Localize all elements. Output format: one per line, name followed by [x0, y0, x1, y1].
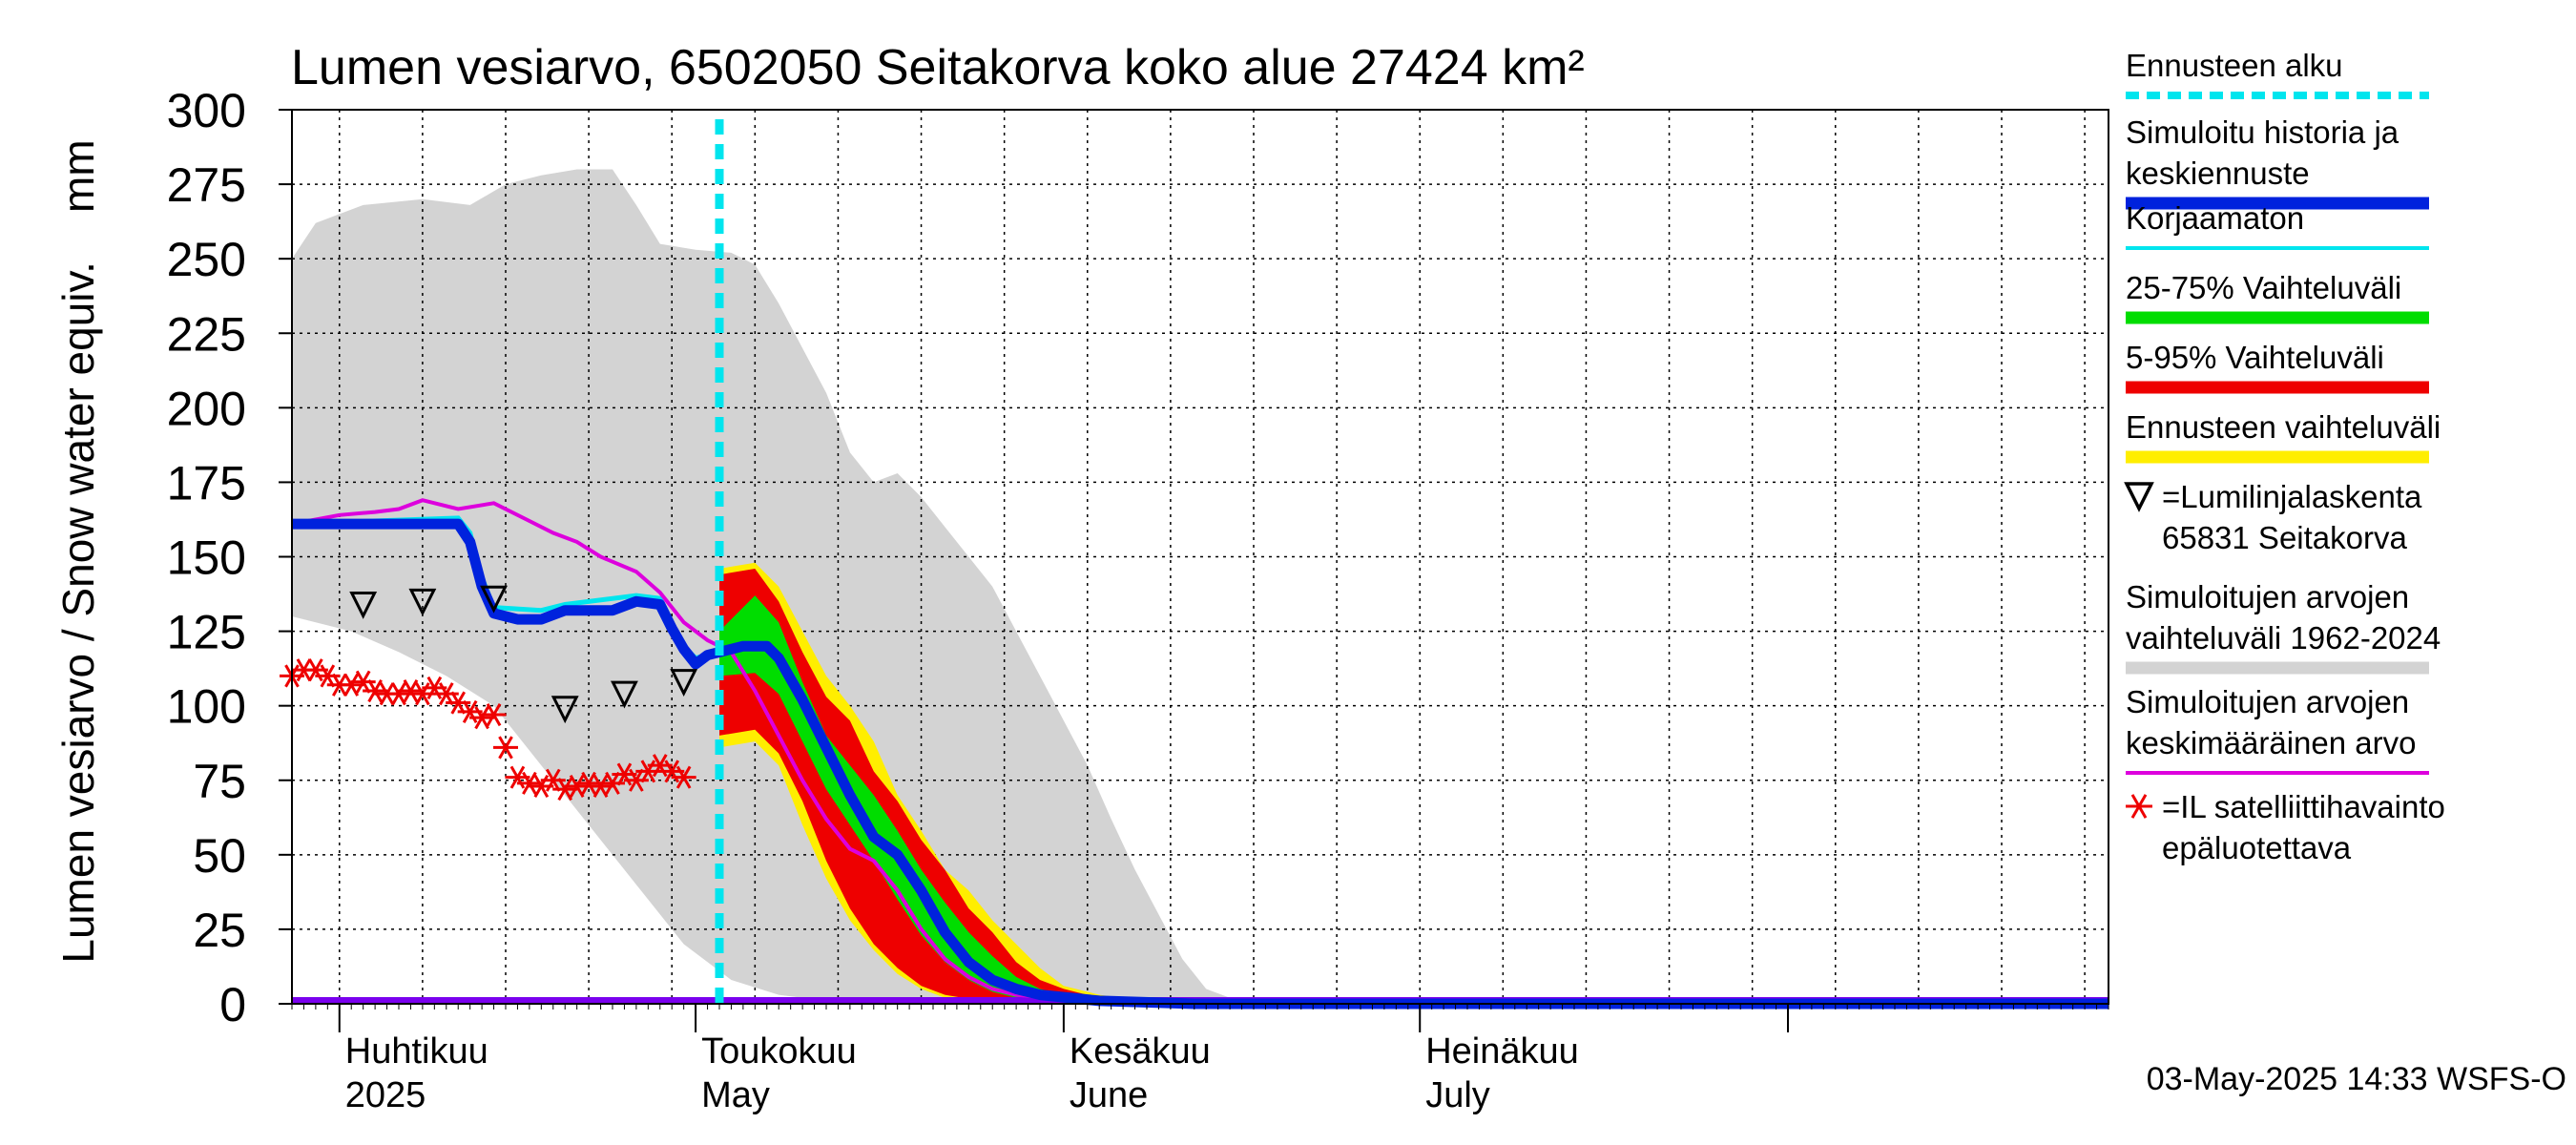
x-month-label-fi: Huhtikuu: [345, 1031, 488, 1072]
satellite-marker-stroke: [320, 664, 336, 688]
y-axis: 0 25 50 75 100 125 150 175 200 225 250 275 300: [167, 84, 292, 1031]
legend-label: Ennusteen alku: [2126, 48, 2343, 83]
chart-title: Lumen vesiarvo, 6502050 Seitakorva koko …: [291, 40, 1585, 95]
x-month-label-en: May: [701, 1075, 770, 1115]
satellite-marker-stroke: [581, 771, 596, 795]
snow-course-marker: [670, 669, 698, 697]
satellite-marker-stroke: [486, 702, 502, 727]
legend-label: epäluotettava: [2162, 830, 2352, 865]
legend-snow-course-icon: [2124, 482, 2154, 512]
satellite-marker: [588, 774, 613, 799]
satellite-marker-stroke: [438, 682, 454, 706]
satellite-marker-stroke: [509, 765, 526, 789]
plot-area: [280, 109, 2109, 1010]
y-tick-label: 300: [167, 84, 246, 137]
y-axis-label: Lumen vesiarvo / Snow water equiv. mm: [53, 139, 103, 963]
satellite-marker-stroke: [557, 778, 573, 802]
x-month-label-fi: Heinäkuu: [1425, 1031, 1579, 1072]
satellite-marker: [386, 682, 411, 706]
satellite-marker-stroke: [308, 658, 323, 682]
snow-course-marker: [349, 591, 378, 619]
legend-label: =Lumilinjalaskenta: [2162, 479, 2422, 514]
y-tick-label: 275: [167, 158, 246, 212]
x-month-label-fi: Toukokuu: [701, 1031, 857, 1072]
satellite-marker: [2126, 794, 2152, 819]
legend-label: 65831 Seitakorva: [2162, 520, 2407, 555]
historical-range-area: [292, 169, 2109, 1004]
legend-label: Simuloitujen arvojen: [2126, 684, 2409, 719]
satellite-marker-stroke: [355, 670, 371, 694]
legend-label: Simuloitu historia ja: [2126, 114, 2399, 150]
legend-label: Korjaamaton: [2126, 200, 2304, 236]
snow-course-marker: [551, 696, 579, 724]
satellite-marker-stroke: [367, 678, 383, 703]
y-tick-label: 200: [167, 382, 246, 435]
satellite-marker-stroke: [462, 699, 478, 723]
satellite-marker: [481, 702, 507, 727]
y-tick-label: 175: [167, 456, 246, 510]
snow-course-marker: [408, 588, 437, 616]
y-tick-label: 0: [219, 978, 246, 1031]
satellite-marker-stroke: [605, 771, 620, 795]
legend-label: 25-75% Vaihteluväli: [2126, 270, 2401, 305]
satellite-marker-stroke: [498, 736, 513, 760]
satellite-marker-stroke: [652, 754, 668, 778]
y-tick-label: 100: [167, 680, 246, 734]
satellite-marker-stroke: [616, 762, 633, 786]
satellite-marker: [564, 774, 590, 799]
y-tick-label: 225: [167, 307, 246, 361]
satellite-marker-stroke: [474, 706, 489, 730]
satellite-marker-stroke: [403, 678, 419, 703]
legend-label: keskiennuste: [2126, 156, 2310, 191]
y-tick-label: 25: [193, 904, 246, 957]
satellite-marker-stroke: [2130, 794, 2148, 819]
y-tick-label: 250: [167, 233, 246, 286]
x-month-label-en: June: [1070, 1075, 1148, 1115]
satellite-marker: [552, 778, 578, 802]
y-tick-label: 125: [167, 606, 246, 659]
snow-course-marker: [480, 585, 508, 614]
satellite-marker-stroke: [592, 774, 609, 799]
satellite-marker-stroke: [450, 691, 467, 715]
legend-label: vaihteluväli 1962-2024: [2126, 620, 2441, 656]
y-tick-label: 150: [167, 531, 246, 585]
legend-label: 5-95% Vaihteluväli: [2126, 340, 2384, 375]
legend: Ennusteen alku Simuloitu historia ja keski…: [2124, 48, 2445, 865]
satellite-marker: [493, 736, 518, 760]
x-month-label-fi: Kesäkuu: [1070, 1031, 1211, 1072]
satellite-marker-stroke: [545, 768, 561, 792]
snow-course-marker: [611, 680, 638, 709]
satellite-marker: [363, 678, 388, 703]
satellite-marker: [339, 673, 364, 697]
satellite-marker: [671, 765, 696, 789]
satellite-marker-stroke: [664, 760, 680, 783]
x-month-label-en: July: [1425, 1075, 1490, 1115]
satellite-marker-stroke: [675, 765, 692, 789]
satellite-marker: [469, 706, 495, 730]
satellite-marker: [516, 771, 542, 795]
satellite-marker-stroke: [522, 771, 537, 795]
satellite-marker-stroke: [629, 768, 644, 792]
satellite-marker-stroke: [391, 682, 406, 706]
footer-timestamp: 03-May-2025 14:33 WSFS-O: [2147, 1061, 2566, 1097]
legend-label: =IL satelliittihavainto: [2162, 789, 2445, 824]
x-month-label-en: 2025: [345, 1075, 426, 1115]
satellite-marker: [576, 771, 602, 795]
legend-label: keskimääräinen arvo: [2126, 725, 2416, 760]
y-tick-label: 75: [193, 755, 246, 808]
legend-label: Ennusteen vaihteluväli: [2126, 409, 2441, 445]
satellite-marker-stroke: [569, 774, 585, 799]
satellite-marker: [398, 678, 424, 703]
satellite-marker-stroke: [343, 673, 360, 697]
y-tick-label: 50: [193, 829, 246, 883]
satellite-marker-stroke: [426, 676, 443, 699]
legend-label: Simuloitujen arvojen: [2126, 579, 2409, 614]
